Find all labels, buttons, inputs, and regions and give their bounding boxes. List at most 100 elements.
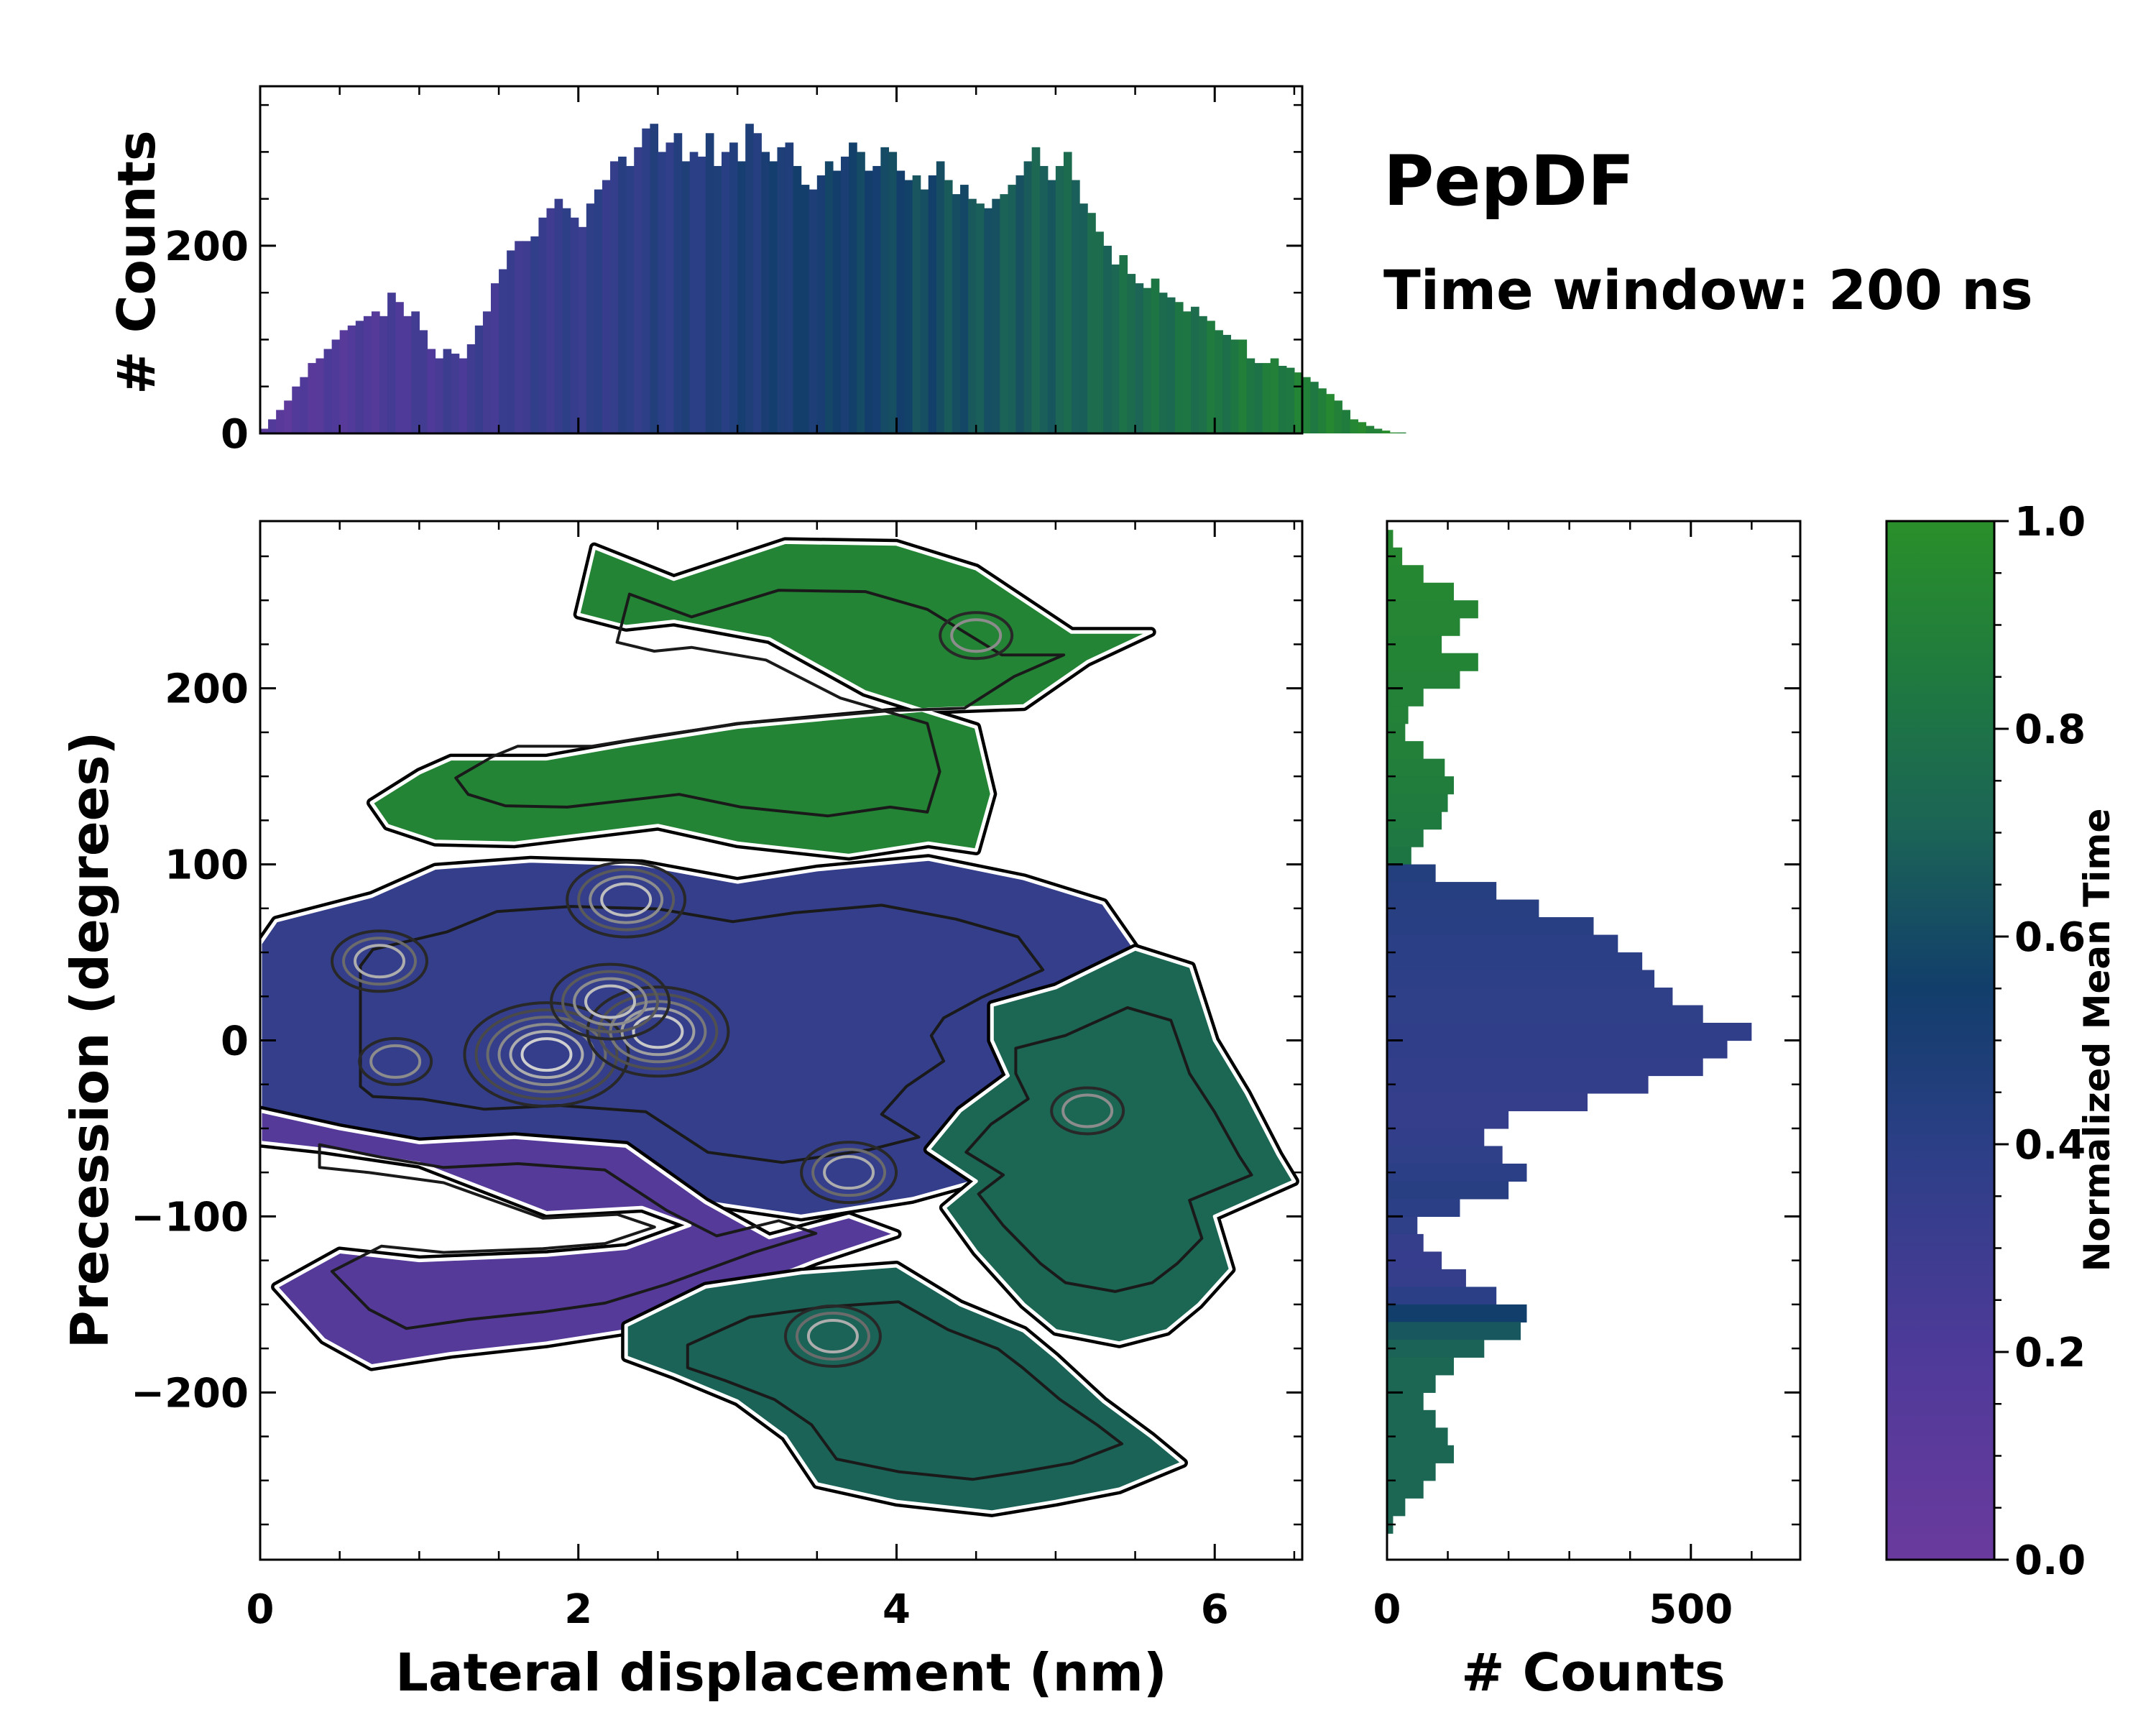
top-histogram-bar <box>284 400 292 433</box>
hotspot-contour <box>331 929 429 993</box>
top-histogram-bar <box>1326 394 1335 433</box>
top-histogram-bar <box>1119 254 1128 433</box>
top-histogram-bar <box>928 175 937 433</box>
hotspot-contour <box>561 970 660 1034</box>
top-histogram-bar <box>395 302 404 433</box>
hotspot-contour <box>497 1023 596 1087</box>
top-histogram-bar <box>570 217 579 433</box>
top-histogram-bar <box>681 161 691 433</box>
top-histogram-bar <box>1215 330 1223 433</box>
top-histogram-bar <box>466 344 476 433</box>
top-histogram-bar <box>912 175 921 433</box>
hotspot-contour <box>584 984 637 1019</box>
right-histogram-bar <box>1387 1163 1527 1182</box>
top-histogram-bar <box>586 203 595 433</box>
right-histogram-bar <box>1387 1216 1418 1235</box>
right-histogram-bar <box>1387 1322 1521 1340</box>
top-histogram-bar <box>1079 203 1088 433</box>
top-histogram-bar <box>515 241 523 433</box>
right-histogram-bar <box>1387 1445 1455 1463</box>
right-histogram-bar <box>1387 1146 1503 1164</box>
top-histogram-bar <box>578 226 587 433</box>
top-histogram-bar <box>1270 358 1279 433</box>
top-histogram-bar <box>634 147 642 433</box>
top-histogram-bar <box>689 152 699 434</box>
top-histogram-bar <box>1207 321 1215 433</box>
top-histogram-bar <box>355 321 364 433</box>
colorbar-tick-label: 0.6 <box>2014 914 2086 961</box>
right-histogram-bar <box>1387 1463 1436 1481</box>
right-histogram-bar <box>1387 530 1393 548</box>
top-histogram-bar <box>323 349 333 433</box>
top-histogram-bar <box>952 194 961 433</box>
top-histogram-bar <box>737 161 746 433</box>
hotspot-contour <box>800 1141 898 1205</box>
top-histogram-bar <box>1238 339 1248 433</box>
top-histogram-bar <box>1166 297 1176 433</box>
top-histogram-bar <box>1063 152 1072 434</box>
top-histogram-bar <box>499 269 507 433</box>
right-histogram-bar <box>1387 688 1424 707</box>
y-tick-label: 100 <box>165 842 249 889</box>
right-histogram-bar <box>1387 1181 1509 1200</box>
top-histogram-bar <box>849 142 857 433</box>
hotspot-contour <box>589 875 664 924</box>
top-histogram-bar <box>865 170 873 433</box>
top-histogram-bar <box>872 165 881 433</box>
right-histogram-ticks: 0 500 <box>1373 521 1800 1633</box>
colorbar-label: Normalized Mean Time <box>2076 809 2118 1272</box>
top-histogram-bar <box>1262 363 1271 433</box>
hotspot-contour <box>586 985 730 1078</box>
x-tick-label: 4 <box>883 1586 911 1633</box>
top-histogram-bar <box>1095 231 1104 433</box>
hotspot-contour <box>577 868 676 932</box>
main-ylabel: Precession (degrees) <box>60 732 120 1349</box>
hotspot-contour <box>566 860 687 939</box>
top-histogram-bar <box>443 349 452 433</box>
right-histogram-bar <box>1387 1427 1448 1446</box>
top-histogram-bar <box>1031 147 1041 433</box>
right-histogram-bar <box>1387 1251 1442 1270</box>
top-histogram-bar <box>530 236 540 433</box>
top-histogram-bar <box>1087 213 1096 433</box>
right-histogram-bar <box>1387 1498 1406 1517</box>
top-histogram-bar <box>650 124 659 433</box>
chart-title: PepDF <box>1383 141 1634 221</box>
top-histogram-bar <box>315 358 325 433</box>
top-histogram-bar <box>268 419 277 433</box>
right-histogram-bar <box>1387 565 1424 584</box>
top-histogram-bar <box>984 208 992 433</box>
right-histogram-bar <box>1387 847 1411 865</box>
top-histogram-bar <box>260 428 269 433</box>
top-histogram-bar <box>1286 367 1295 433</box>
hotspot-contour <box>811 1148 887 1197</box>
right-histogram-bar <box>1387 653 1478 671</box>
main-heatmap-ticks: 0 2 4 6 −200 −100 0 100 200 <box>131 521 1302 1633</box>
top-histogram-bar <box>1381 431 1391 433</box>
right-histogram-bar <box>1387 617 1460 636</box>
top-histogram-bar <box>705 133 714 433</box>
right-histogram-bar <box>1387 1304 1527 1322</box>
top-histogram-bar <box>904 180 913 434</box>
right-histogram-bar <box>1387 1357 1455 1376</box>
top-histogram-bar <box>944 180 953 434</box>
top-histogram-bar <box>308 363 317 433</box>
right-histogram-bar <box>1387 1092 1588 1112</box>
top-histogram-bar <box>1000 194 1009 433</box>
top-histogram-bar <box>339 330 349 433</box>
top-histogram-bar <box>1158 293 1168 433</box>
right-histogram-xlabel: # Counts <box>1461 1642 1726 1703</box>
right-histogram-bar <box>1387 1480 1424 1499</box>
top-histogram-bar <box>292 386 300 433</box>
colorbar-tick-label: 0.8 <box>2014 707 2086 753</box>
top-histogram-bar <box>371 311 380 433</box>
top-histogram-bar <box>626 165 635 433</box>
right-histogram-bar <box>1387 864 1436 883</box>
top-histogram-bar <box>936 161 945 433</box>
right-histogram-bar <box>1387 1233 1424 1252</box>
top-histogram-bar <box>808 189 818 433</box>
region-upper-green <box>369 540 1153 857</box>
right-histogram-bar <box>1387 934 1618 953</box>
top-histogram-bar <box>507 250 515 433</box>
top-histogram-bar <box>1302 377 1311 433</box>
